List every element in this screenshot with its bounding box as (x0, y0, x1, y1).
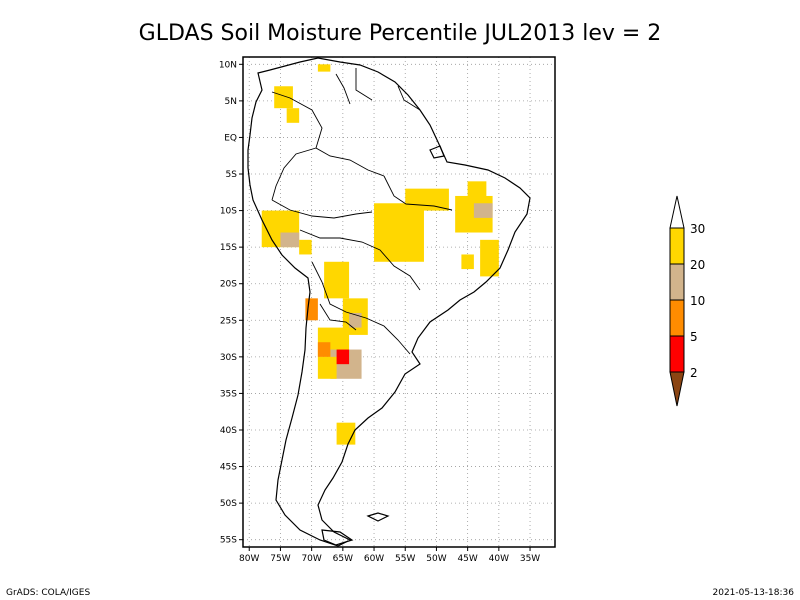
longitude-tick-label: 35W (520, 554, 540, 564)
coastline-layer (247, 57, 531, 547)
percentile-anomaly-patch (336, 349, 350, 365)
percentile-anomaly-patch (317, 64, 331, 72)
colorbar-label-2: 2 (690, 366, 698, 380)
latitude-tick-label: 35S (220, 389, 237, 399)
latitude-tick-label: 40S (220, 426, 237, 436)
longitude-tick-label: 60W (364, 554, 384, 564)
colorbar-swatch-10-20 (669, 263, 685, 301)
longitude-tick-label: 75W (270, 554, 290, 564)
latitude-tick-label: EQ (224, 133, 237, 143)
percentile-anomaly-patch (473, 203, 493, 218)
footer-software-credit: GrADS: COLA/IGES (6, 588, 90, 598)
map-frame (242, 56, 556, 548)
latitude-tick-label: 10N (219, 60, 237, 70)
map-frame-background (243, 57, 555, 547)
latitude-ticks: 10N 5N EQ 5S 10S 15S 20S 25S 30S 35S 40S 45S 50S 55S (219, 60, 243, 546)
percentile-anomaly-patch (461, 254, 474, 270)
colorbar-swatch-20-30 (669, 227, 685, 265)
tierra-del-fuego (321, 529, 354, 546)
latitude-tick-label: 15S (220, 243, 237, 253)
colorbar-legend: 30 20 10 5 2 (669, 195, 705, 407)
south-america-coastline (247, 57, 531, 547)
longitude-tick-label: 70W (301, 554, 321, 564)
percentile-anomaly-patch (405, 188, 449, 211)
longitude-tick-label: 50W (426, 554, 446, 564)
marajo-island (429, 145, 445, 159)
percentile-anomaly-patch (467, 181, 487, 204)
percentile-anomaly-patch (286, 108, 300, 123)
percentile-anomaly-patch (274, 86, 293, 109)
latitude-tick-label: 50S (220, 499, 237, 509)
colorbar-label-5: 5 (690, 330, 698, 344)
percentile-anomaly-patch (480, 239, 499, 277)
percentile-anomaly-patch (349, 312, 362, 328)
falkland-islands (366, 512, 390, 522)
longitude-tick-label: 40W (489, 554, 509, 564)
colorbar-bottom-triangle (669, 371, 685, 407)
latitude-tick-label: 30S (220, 353, 237, 363)
percentile-anomaly-patch (280, 232, 300, 248)
footer-timestamp: 2021-05-13-18:36 (713, 588, 795, 598)
percentile-anomaly-patch (317, 356, 337, 379)
percentile-anomaly-patch (317, 342, 331, 357)
colorbar-swatch-5-10 (669, 299, 685, 337)
anomaly-fill-layer (261, 64, 499, 445)
latitude-tick-label: 10S (220, 207, 237, 217)
country-borders (271, 68, 453, 355)
latitude-tick-label: 5S (226, 170, 238, 180)
latitude-tick-label: 45S (220, 463, 237, 473)
longitude-ticks: 80W 75W 70W 65W 60W 55W 50W 45W 40W 35W (239, 547, 540, 564)
latitude-tick-label: 25S (220, 316, 237, 326)
longitude-tick-label: 55W (395, 554, 415, 564)
colorbar-top-triangle (669, 195, 685, 229)
latitude-tick-label: 55S (220, 536, 237, 546)
percentile-anomaly-patch (299, 239, 312, 255)
longitude-tick-label: 65W (333, 554, 353, 564)
colorbar-label-30: 30 (690, 222, 705, 236)
percentile-anomaly-patch (324, 261, 350, 299)
percentile-anomaly-patch (374, 203, 424, 262)
longitude-tick-label: 45W (457, 554, 477, 564)
map-plot-area: 80W 75W 70W 65W 60W 55W 50W 45W 40W 35W 10N 5N EQ 5S… (219, 56, 556, 564)
plot-title: GLDAS Soil Moisture Percentile JUL2013 l… (139, 21, 662, 46)
colorbar-swatch-2-5 (669, 335, 685, 373)
latitude-tick-label: 20S (220, 280, 237, 290)
colorbar-label-10: 10 (690, 294, 705, 308)
longitude-tick-label: 80W (239, 554, 259, 564)
colorbar-label-20: 20 (690, 258, 705, 272)
latitude-tick-label: 5N (225, 97, 237, 107)
